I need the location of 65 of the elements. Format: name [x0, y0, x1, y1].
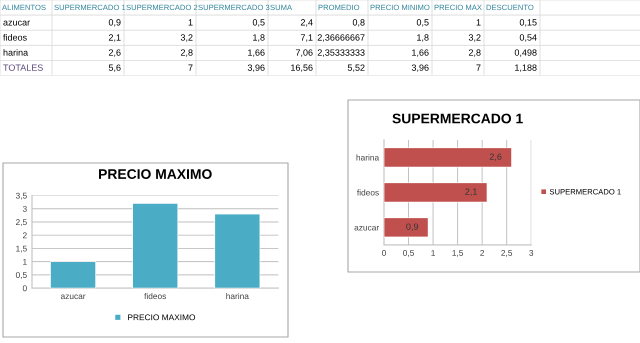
text: 7 [188, 64, 193, 71]
text: 2,6 [108, 49, 121, 57]
text: 2,8 [180, 49, 193, 57]
bar [384, 147, 512, 168]
text: 0,498 [514, 49, 537, 57]
x-tick-label: 2 [480, 250, 484, 256]
text: 1,188 [515, 64, 537, 72]
bar [214, 214, 260, 288]
chart-title: PRECIO MAXIMO [99, 169, 212, 179]
text: 5,6 [108, 64, 121, 72]
x-tick-label: 1 [431, 250, 435, 256]
text: 1,66 [248, 49, 265, 57]
x-tick-label: fideos [144, 292, 166, 300]
text: 3,2 [468, 34, 481, 42]
text: 3,96 [248, 64, 265, 72]
y-tick-label: 2,5 [16, 219, 27, 226]
x-tick-label: harina [226, 292, 249, 300]
y-tick-label: harina [356, 154, 380, 161]
text: 1 [476, 19, 481, 26]
text: 0,54 [520, 34, 537, 42]
data-label: 0,9 [406, 223, 418, 231]
x-tick-label: 2,5 [501, 250, 512, 257]
text: 1,66 [412, 49, 429, 57]
text: 0,5 [252, 19, 265, 27]
y-tick-label: 3,5 [16, 192, 27, 200]
text: TOTALES [3, 64, 43, 71]
text: 7 [476, 64, 481, 71]
text: 7,1 [300, 34, 313, 42]
text: 0,8 [352, 19, 365, 27]
x-tick-label: azucar [60, 294, 86, 300]
bar [132, 203, 178, 288]
x-tick-label: 3 [529, 250, 534, 256]
chart-title: SUPERMERCADO 1 [392, 114, 523, 124]
y-tick-label: 2 [22, 232, 27, 238]
y-tick-label: 0 [22, 285, 27, 292]
x-tick-label: 0,5 [403, 250, 414, 257]
x-tick-label: 0 [382, 250, 386, 256]
bar [50, 261, 96, 288]
text: 3,2 [180, 34, 193, 42]
data-label: 2,1 [465, 188, 477, 196]
bar [384, 217, 429, 238]
y-tick-label: azucar [354, 226, 379, 231]
text: 2,8 [468, 49, 481, 57]
text: 2,1 [108, 34, 121, 42]
legend-label: PRECIO MAXIMO [128, 314, 196, 320]
text: 2,4 [300, 19, 313, 27]
y-tick-label: 1 [23, 258, 27, 265]
text: 1,8 [417, 34, 429, 42]
text: 0,9 [108, 19, 121, 27]
x-tick-label: 1,5 [452, 250, 464, 257]
data-label: 2,6 [490, 153, 502, 161]
text: 16,56 [291, 64, 313, 72]
y-tick-label: fideos [357, 189, 379, 196]
text: 0,15 [520, 19, 537, 27]
y-tick-label: 0,5 [16, 272, 27, 279]
y-tick-label: 3 [22, 206, 27, 212]
text: 0,5 [416, 19, 429, 27]
text: 3,96 [412, 64, 429, 72]
text: 7,06 [296, 49, 313, 57]
text: 5,52 [348, 64, 365, 72]
bar [384, 182, 488, 202]
text: 2,36666667 [318, 34, 365, 42]
text: 1,8 [253, 34, 265, 42]
text: 2,35333333 [318, 49, 365, 57]
text: 1 [188, 19, 193, 26]
